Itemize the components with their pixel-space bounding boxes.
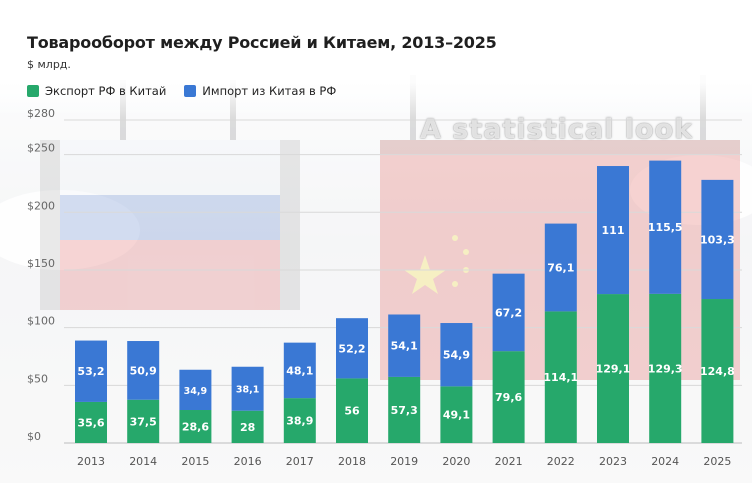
x-tick-label: 2015: [181, 455, 209, 468]
x-tick-label: 2013: [77, 455, 105, 468]
bar-export: [388, 376, 421, 443]
bar-import: [127, 341, 160, 400]
data-label-import: 48,1: [286, 364, 313, 377]
y-tick-label: $280: [27, 107, 55, 120]
data-label-export: 37,5: [130, 415, 157, 428]
watermark: A statistical look: [420, 114, 694, 145]
legend: Экспорт РФ в Китай Импорт из Китая в РФ: [27, 84, 354, 98]
bar-export: [649, 293, 682, 443]
data-label-export: 49,1: [443, 409, 470, 422]
data-label-import: 53,2: [77, 365, 104, 378]
data-label-export: 57,3: [391, 404, 418, 417]
bar-export: [440, 386, 473, 443]
legend-label-import: Импорт из Китая в РФ: [202, 84, 337, 98]
bar-import: [231, 366, 264, 411]
chart-title: Товарооборот между Россией и Китаем, 201…: [27, 33, 497, 52]
y-tick-label: $150: [27, 257, 55, 270]
bar-import: [75, 340, 107, 402]
legend-label-export: Экспорт РФ в Китай: [45, 84, 167, 98]
bar-import: [336, 318, 368, 379]
bar-export: [544, 311, 577, 443]
data-label-export: 28,6: [182, 421, 209, 434]
bar-export: [231, 410, 264, 443]
bar-export: [127, 399, 160, 443]
x-tick-label: 2020: [442, 455, 470, 468]
chart-header: [0, 0, 752, 118]
data-label-export: 129,3: [648, 362, 683, 375]
data-label-export: 114,1: [543, 371, 578, 384]
x-tick-label: 2016: [234, 455, 262, 468]
legend-item-import: Импорт из Китая в РФ: [184, 84, 336, 98]
y-tick-label: $250: [27, 142, 55, 155]
y-tick-label: $200: [27, 199, 55, 212]
data-label-export: 129,1: [596, 363, 631, 376]
data-label-import: 103,3: [700, 233, 735, 246]
x-tick-label: 2017: [286, 455, 314, 468]
data-label-import: 52,2: [338, 342, 365, 355]
y-tick-label: $50: [27, 372, 48, 385]
bar-import: [544, 223, 577, 312]
bar-import: [701, 179, 734, 300]
bar-export: [492, 351, 525, 443]
bar-export: [75, 401, 107, 443]
chart-subtitle: $ млрд.: [27, 58, 71, 71]
bar-import: [388, 314, 421, 377]
y-tick-label: $100: [27, 315, 55, 328]
x-tick-label: 2025: [703, 455, 731, 468]
data-label-import: 50,9: [130, 364, 157, 377]
data-label-import: 54,9: [443, 349, 470, 362]
x-tick-label: 2018: [338, 455, 366, 468]
bar-import: [283, 342, 316, 399]
data-label-import: 115,5: [648, 221, 683, 234]
data-label-import: 38,1: [236, 385, 259, 396]
legend-swatch-import: [184, 85, 197, 97]
bar-export: [179, 410, 212, 443]
x-tick-label: 2014: [129, 455, 157, 468]
data-label-import: 67,2: [495, 306, 522, 319]
data-label-import: 54,1: [391, 340, 418, 353]
bar-import: [440, 323, 473, 387]
y-tick-label: $0: [27, 430, 41, 443]
bar-export: [336, 378, 368, 443]
data-label-import: 76,1: [547, 261, 574, 274]
x-tick-label: 2019: [390, 455, 418, 468]
x-tick-label: 2021: [495, 455, 523, 468]
russia-container-illustration: [40, 80, 300, 310]
data-label-export: 56: [344, 405, 360, 418]
data-label-import: 34,9: [184, 386, 207, 397]
data-label-export: 35,6: [77, 416, 104, 429]
bar-import: [597, 166, 629, 295]
data-label-export: 28: [240, 421, 255, 434]
bar-import: [492, 273, 525, 352]
bar-export: [701, 299, 734, 443]
data-label-import: 111: [602, 224, 625, 237]
bar-import: [649, 160, 682, 294]
x-tick-label: 2023: [599, 455, 627, 468]
legend-swatch-export: [27, 85, 39, 97]
data-label-export: 38,9: [286, 415, 313, 428]
bar-export: [283, 398, 316, 443]
data-label-export: 79,6: [495, 391, 522, 404]
bar-export: [597, 294, 629, 443]
x-tick-label: 2022: [547, 455, 575, 468]
x-tick-label: 2024: [651, 455, 679, 468]
legend-item-export: Экспорт РФ в Китай: [27, 84, 166, 98]
bar-import: [179, 369, 212, 411]
data-label-export: 124,8: [700, 365, 735, 378]
